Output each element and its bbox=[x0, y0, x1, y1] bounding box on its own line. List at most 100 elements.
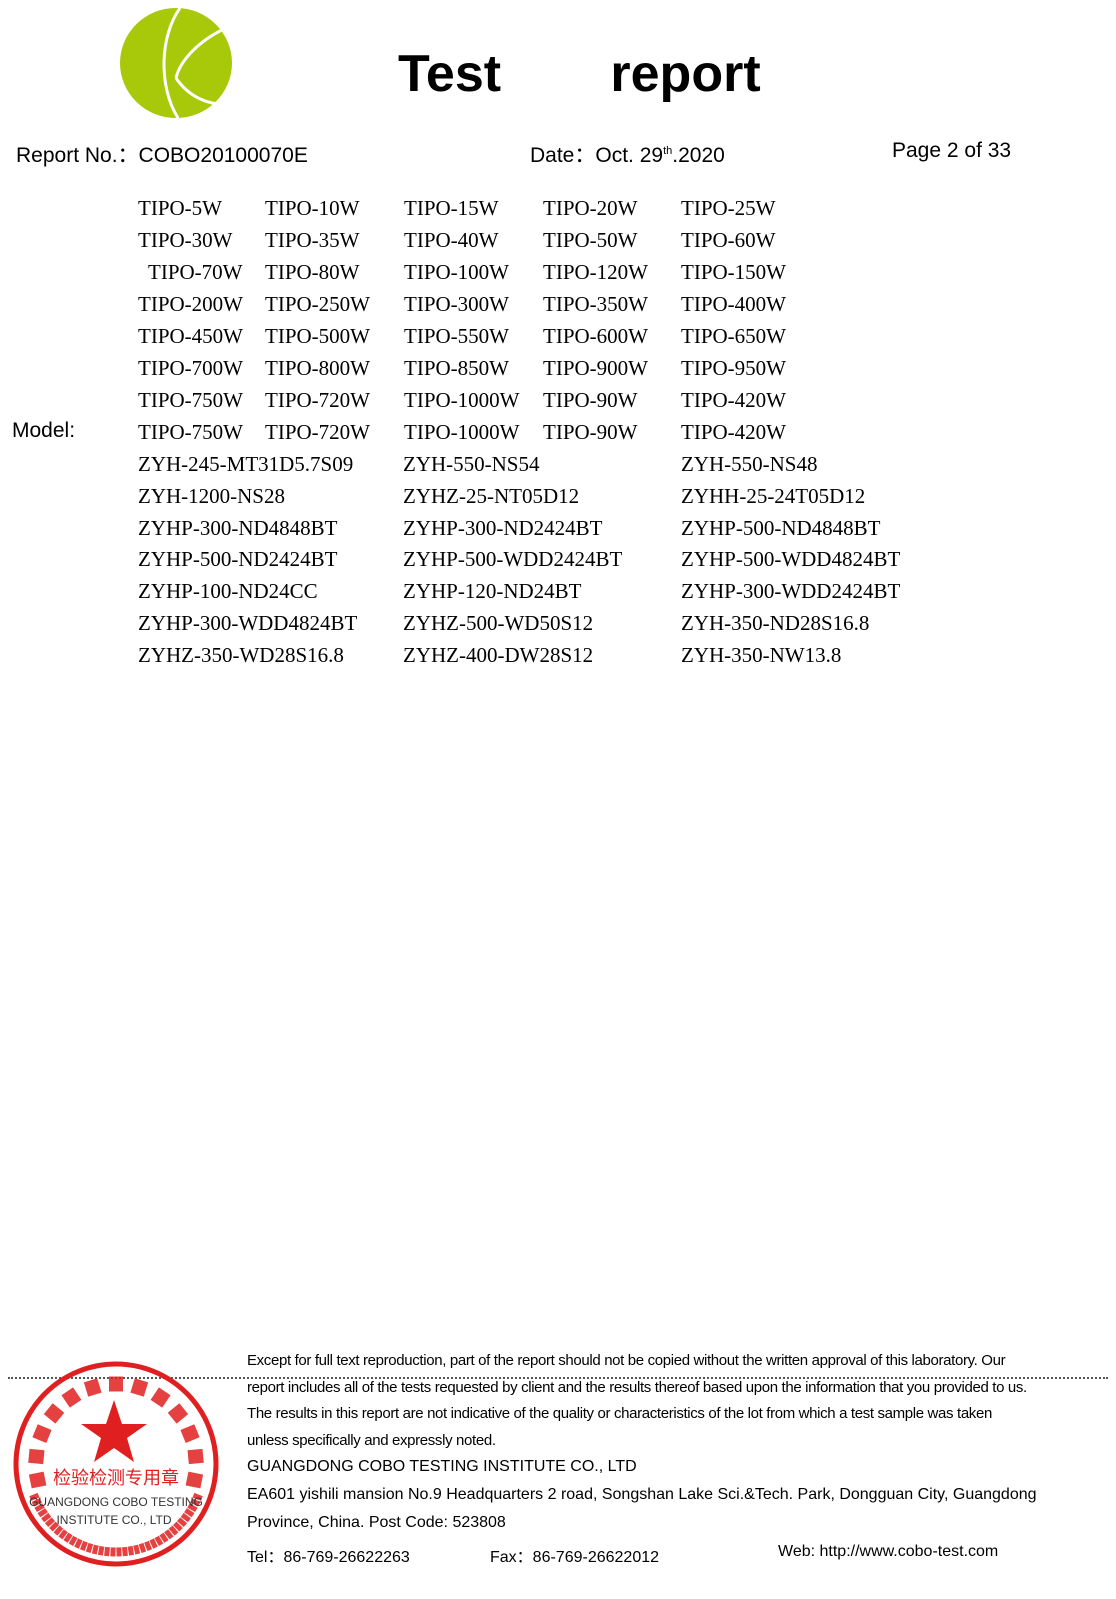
model-cell: TIPO-800W bbox=[265, 355, 370, 380]
model-cell: TIPO-1000W bbox=[404, 387, 520, 412]
seal-glyph-mark bbox=[28, 1471, 47, 1489]
model-cell: TIPO-700W bbox=[138, 355, 243, 380]
seal-glyph-mark bbox=[150, 1387, 171, 1408]
model-cell: ZYHP-500-WDD4824BT bbox=[681, 547, 901, 572]
seal-glyph-mark bbox=[121, 1546, 128, 1557]
seal-glyph-mark bbox=[68, 1535, 78, 1546]
model-cell: TIPO-30W bbox=[138, 227, 233, 252]
model-cell: ZYH-350-ND28S16.8 bbox=[681, 611, 870, 636]
model-cell: TIPO-10W bbox=[265, 196, 360, 220]
model-cell: ZYHH-25-24T05D12 bbox=[681, 483, 866, 508]
address-line: EA601 yishili mansion No.9 Headquarters … bbox=[247, 1486, 1037, 1503]
model-cell: ZYHP-300-ND4848BT bbox=[138, 515, 338, 540]
model-cell: TIPO-850W bbox=[404, 355, 509, 380]
seal-glyph-mark bbox=[74, 1538, 83, 1549]
disclaimer-line: unless specifically and expressly noted. bbox=[247, 1432, 496, 1449]
model-cell: ZYHZ-500-WD50S12 bbox=[403, 611, 594, 636]
model-cell: TIPO-25W bbox=[681, 196, 776, 220]
model-cell: TIPO-80W bbox=[265, 259, 360, 284]
model-cell: TIPO-600W bbox=[543, 323, 648, 348]
seal-glyph-mark bbox=[83, 1378, 102, 1397]
model-cell: TIPO-35W bbox=[265, 227, 360, 252]
seal-glyph-mark bbox=[184, 1508, 195, 1518]
seal-glyph-mark bbox=[58, 1529, 68, 1540]
report-number: Report No.：COBO20100070E bbox=[16, 144, 308, 167]
model-cell: TIPO-300W bbox=[404, 291, 509, 316]
model-cell: ZYH-550-NS48 bbox=[681, 451, 818, 476]
model-cell: TIPO-5W bbox=[138, 196, 222, 220]
seal-glyph-mark bbox=[91, 1544, 99, 1555]
page-title: Test report bbox=[398, 45, 761, 103]
website-link[interactable]: Web: http://www.cobo-test.com bbox=[778, 1543, 999, 1560]
model-cell: ZYHP-300-WDD2424BT bbox=[681, 579, 901, 604]
seal-glyph-mark bbox=[97, 1545, 105, 1556]
seal-ring-lettering bbox=[28, 1376, 204, 1557]
model-cell: TIPO-120W bbox=[543, 259, 648, 284]
seal-center-text: 检验检测专用章 bbox=[53, 1468, 179, 1489]
model-cell: TIPO-1000W bbox=[404, 419, 520, 444]
cobo-logo bbox=[120, 7, 232, 119]
model-cell: TIPO-15W bbox=[404, 196, 499, 220]
model-cell: ZYH-550-NS54 bbox=[403, 451, 540, 476]
disclaimer-line: The results in this report are not indic… bbox=[247, 1405, 992, 1422]
model-cell: TIPO-90W bbox=[543, 419, 638, 444]
seal-glyph-mark bbox=[37, 1508, 48, 1518]
seal-glyph-mark bbox=[187, 1503, 198, 1513]
disclaimer-line: report includes all of the tests request… bbox=[247, 1379, 1027, 1396]
model-cell: TIPO-720W bbox=[265, 419, 370, 444]
company-name: GUANGDONG COBO TESTING INSTITUTE CO., LT… bbox=[247, 1458, 637, 1475]
model-cell: ZYHP-100-ND24CC bbox=[138, 579, 318, 604]
model-cell: TIPO-900W bbox=[543, 355, 648, 380]
model-cell: TIPO-90W bbox=[543, 387, 638, 412]
model-cell: TIPO-950W bbox=[681, 355, 786, 380]
model-cell: ZYH-1200-NS28 bbox=[138, 483, 285, 508]
seal-glyph-mark bbox=[63, 1532, 73, 1543]
seal-glyph-mark bbox=[192, 1492, 203, 1501]
seal-glyph-mark bbox=[104, 1546, 111, 1557]
model-cell: ZYHP-500-ND4848BT bbox=[681, 515, 881, 540]
seal-line-2: INSTITUTE CO., LTD bbox=[56, 1513, 171, 1527]
model-cell: TIPO-350W bbox=[543, 291, 648, 316]
seal-glyph-mark bbox=[176, 1517, 188, 1528]
model-cell: ZYHZ-350-WD28S16.8 bbox=[138, 643, 344, 668]
seal-glyph-mark bbox=[185, 1471, 204, 1489]
model-cell: ZYHP-120-ND24BT bbox=[403, 579, 582, 604]
model-cell: TIPO-450W bbox=[138, 323, 243, 348]
seal-glyph-mark bbox=[61, 1387, 82, 1408]
seal-glyph-mark bbox=[31, 1498, 42, 1507]
page-number: Page 2 of 33 bbox=[892, 139, 1012, 162]
seal-glyph-mark bbox=[154, 1535, 164, 1546]
model-cell: TIPO-750W bbox=[138, 419, 243, 444]
seal-glyph-mark bbox=[28, 1448, 45, 1465]
seal-glyph-mark bbox=[180, 1424, 200, 1443]
seal-glyph-mark bbox=[44, 1517, 56, 1528]
model-cell: TIPO-750W bbox=[138, 387, 243, 412]
seal-glyph-mark bbox=[32, 1424, 52, 1443]
seal-glyph-mark bbox=[144, 1540, 153, 1552]
telephone: Tel：86-769-26622263 bbox=[247, 1549, 410, 1566]
model-cell: TIPO-200W bbox=[138, 291, 243, 316]
model-cell: TIPO-150W bbox=[681, 259, 786, 284]
seal-line-1: GUANGDONG COBO TESTING bbox=[29, 1495, 203, 1509]
model-cell: TIPO-500W bbox=[265, 323, 370, 348]
seal-glyph-mark bbox=[167, 1403, 189, 1424]
fax: Fax：86-769-26622012 bbox=[490, 1549, 660, 1566]
disclaimer-line: Except for full text reproduction, part … bbox=[247, 1352, 1006, 1369]
model-cell: ZYH-245-MT31D5.7S09 bbox=[138, 451, 354, 476]
seal-glyph-mark bbox=[49, 1521, 60, 1532]
model-cell: TIPO-20W bbox=[543, 196, 638, 220]
model-cell: TIPO-70W bbox=[148, 259, 243, 284]
model-cell: TIPO-250W bbox=[265, 291, 370, 316]
model-cell: TIPO-100W bbox=[404, 259, 509, 284]
seal-glyph-mark bbox=[116, 1547, 122, 1557]
model-cell: ZYHP-300-ND2424BT bbox=[403, 515, 603, 540]
model-cell: TIPO-720W bbox=[265, 387, 370, 412]
seal-glyph-mark bbox=[149, 1538, 158, 1549]
model-cell: ZYHP-300-WDD4824BT bbox=[138, 611, 358, 636]
seal-glyph-mark bbox=[180, 1512, 191, 1523]
seal-glyph-mark bbox=[41, 1512, 52, 1523]
seal-glyph-mark bbox=[43, 1403, 65, 1424]
model-cell: ZYHP-500-WDD2424BT bbox=[403, 547, 623, 572]
seal-glyph-mark bbox=[172, 1521, 183, 1532]
model-cell: TIPO-420W bbox=[681, 387, 786, 412]
